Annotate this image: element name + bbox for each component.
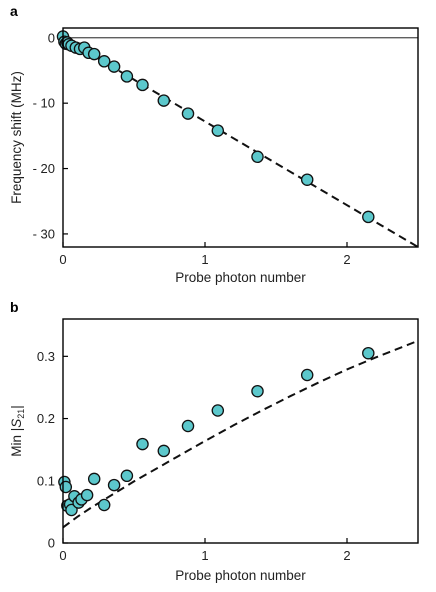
panel-a: a 0 1 2 0 - 10 - 20 - 30 Probe photon number F… <box>9 3 419 285</box>
panel-b-y-label-sub: 21 <box>16 409 26 419</box>
panel-b-letter: b <box>10 299 19 315</box>
data-point <box>211 404 225 417</box>
x-tick-label: 1 <box>201 252 208 267</box>
panel-b-x-axis-label: Probe photon number <box>175 568 306 583</box>
panel-b-fit-line <box>63 339 418 529</box>
data-point <box>120 70 134 83</box>
panel-b-y-label-var: S <box>9 419 24 428</box>
panel-a-ticks <box>62 37 348 247</box>
y-tick-label: 0 <box>48 30 55 45</box>
data-point <box>136 437 149 451</box>
data-point <box>300 368 314 382</box>
x-tick-label: 0 <box>59 548 66 563</box>
panel-b-y-label-suffix: | <box>9 405 24 409</box>
panel-b-tick-labels: 0 1 2 0 0.1 0.2 0.3 <box>37 349 351 563</box>
data-point <box>97 498 111 512</box>
y-tick-label: 0.1 <box>37 473 55 488</box>
panel-b-data-points <box>58 346 375 517</box>
panel-b: b 0 1 2 0 0.1 0.2 0.3 Probe photon number Min … <box>9 299 419 583</box>
x-tick-label: 2 <box>343 548 350 563</box>
data-point <box>211 124 225 137</box>
panel-b-axes-frame <box>62 318 419 544</box>
panel-b-ticks <box>62 355 348 544</box>
x-tick-label: 0 <box>59 252 66 267</box>
data-point <box>136 78 149 92</box>
panel-a-letter: a <box>10 3 18 19</box>
data-point <box>97 55 111 68</box>
y-tick-label: 0.2 <box>37 411 55 426</box>
panel-a-axes-frame <box>62 27 419 248</box>
x-tick-label: 1 <box>201 548 208 563</box>
y-tick-label: - 10 <box>33 96 55 111</box>
data-point <box>251 384 264 398</box>
panel-b-y-axis-label: Min |S21| <box>9 405 26 457</box>
panel-b-y-label-prefix: Min | <box>9 428 24 457</box>
data-point <box>107 478 121 492</box>
data-point <box>107 60 121 73</box>
data-point <box>300 173 314 186</box>
data-point <box>87 472 101 486</box>
data-point <box>251 150 264 164</box>
y-tick-label: - 20 <box>33 161 55 176</box>
data-point <box>157 444 171 458</box>
panel-a-tick-labels: 0 1 2 0 - 10 - 20 - 30 <box>33 30 351 267</box>
data-point <box>65 503 78 517</box>
data-point <box>362 210 375 224</box>
x-tick-label: 2 <box>343 252 350 267</box>
data-point <box>181 419 195 433</box>
data-point <box>120 469 134 483</box>
panel-a-y-axis-label: Frequency shift (MHz) <box>9 71 24 204</box>
data-point <box>181 107 195 120</box>
data-point <box>59 480 73 494</box>
y-tick-label: 0 <box>48 536 55 551</box>
y-tick-label: 0.3 <box>37 349 55 364</box>
data-point <box>157 94 171 107</box>
data-point <box>87 47 101 61</box>
y-tick-label: - 30 <box>33 226 55 241</box>
data-point <box>80 488 94 502</box>
panel-a-x-axis-label: Probe photon number <box>175 270 306 285</box>
data-point <box>362 346 375 360</box>
